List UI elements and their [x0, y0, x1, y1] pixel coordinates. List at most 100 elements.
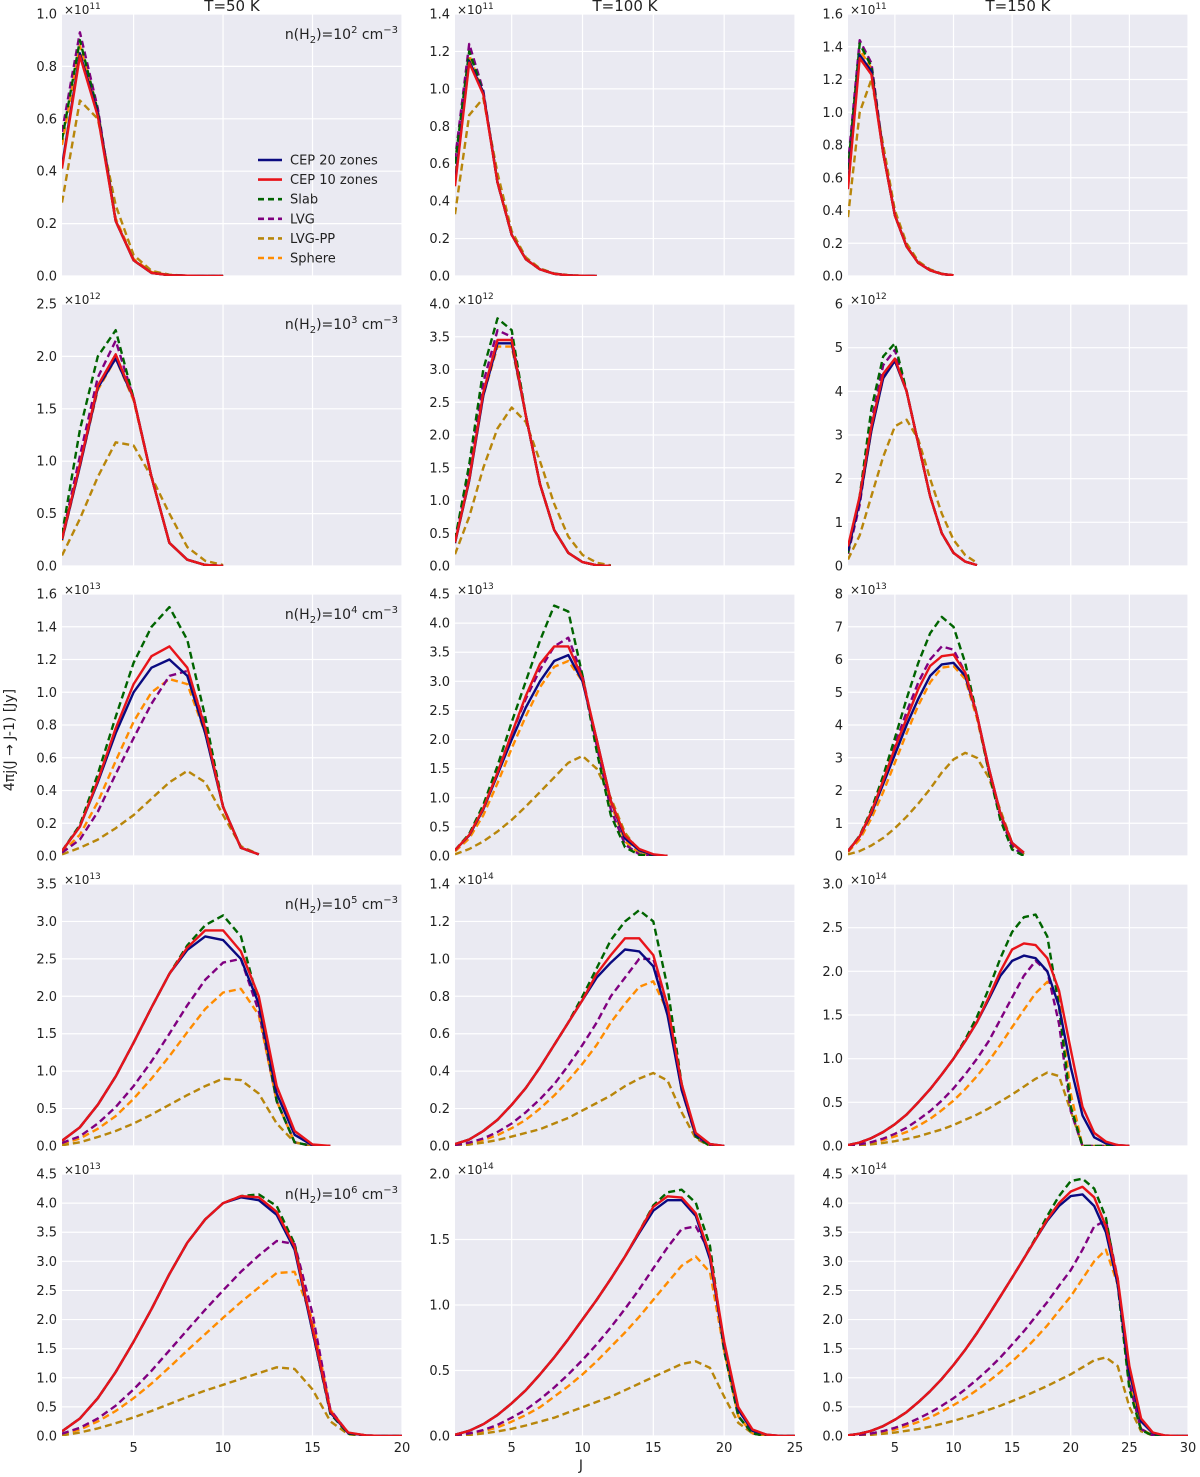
density-label: n(H2)=102 cm−3 [285, 25, 398, 46]
exponent-label: ×1012 [64, 292, 101, 307]
y-tick-label: 1 [835, 516, 843, 531]
exponent-label: ×1013 [850, 582, 887, 597]
y-tick-label: 1.4 [429, 878, 450, 893]
series-line-slab [62, 39, 224, 276]
y-tick-label: 0.5 [429, 820, 450, 835]
y-tick-label: 0.5 [822, 1096, 843, 1111]
series-group [455, 604, 668, 856]
y-tick-label: 3.5 [429, 646, 450, 661]
y-tick-label: 1.0 [429, 791, 450, 806]
series-group [455, 909, 725, 1146]
series-line-lvg-pp [455, 1071, 725, 1146]
x-tick-label: 15 [304, 1441, 321, 1456]
y-tick-label: 1.5 [36, 402, 57, 417]
y-tick-label: 3.0 [36, 1255, 57, 1270]
y-tick-label: 1.2 [429, 45, 450, 60]
y-tick-label: 1.0 [36, 455, 57, 470]
y-tick-label: 1.0 [822, 1371, 843, 1386]
exponent-label: ×1011 [850, 2, 887, 17]
y-tick-label: 5 [835, 686, 843, 701]
y-tick-label: 0.6 [429, 157, 450, 172]
y-tick-label: 0.2 [429, 1102, 450, 1117]
y-tick-label: 2.5 [36, 298, 57, 313]
y-tick-label: 1.0 [822, 1052, 843, 1067]
y-tick-label: 2.0 [429, 733, 450, 748]
panel-3-0: 0.0 0.5 1.0 1.5 2.0 2.5 3.0 3.5 ×1013 n(H2)=105 c… [36, 872, 403, 1155]
x-tick-label: 25 [1121, 1441, 1138, 1456]
y-tick-label: 0.2 [429, 232, 450, 247]
y-tick-label: 1.0 [429, 1299, 450, 1314]
panel-background [62, 1174, 402, 1436]
y-tick-label: 2.0 [429, 1168, 450, 1183]
y-tick-label: 3.0 [822, 878, 843, 893]
y-tick-label: 0.5 [36, 507, 57, 522]
series-line-cep-10-zones [455, 338, 611, 566]
y-tick-label: 2.5 [429, 704, 450, 719]
series-group [848, 913, 1130, 1146]
y-tick-label: 4 [835, 385, 843, 400]
series-line-sphere [455, 1255, 795, 1436]
y-tick-label: 4.0 [429, 298, 450, 313]
x-tick-label: 5 [891, 1441, 899, 1456]
y-tick-label: 4 [835, 719, 843, 734]
series-line-cep-10-zones [62, 54, 224, 276]
panel-2-1: 0.0 0.5 1.0 1.5 2.0 2.5 3.0 3.5 4.0 4.5 ×1013 [429, 582, 796, 865]
legend-label: Slab [290, 193, 318, 208]
y-tick-label: 0.0 [36, 1140, 57, 1155]
y-tick-label: 0.0 [429, 270, 450, 285]
series-group [848, 615, 1025, 856]
y-tick-label: 2.5 [36, 952, 57, 967]
y-tick-label: 2.0 [36, 1313, 57, 1328]
y-tick-label: 1.5 [822, 1342, 843, 1357]
series-line-cep-10-zones [62, 353, 224, 566]
y-tick-label: 0.6 [822, 171, 843, 186]
y-tick-label: 0.8 [429, 120, 450, 135]
series-group [455, 1188, 795, 1436]
panel-background [455, 594, 795, 856]
y-tick-label: 1.6 [822, 8, 843, 23]
y-tick-label: 0.6 [36, 751, 57, 766]
series-group [848, 39, 954, 276]
series-line-lvg-pp [455, 754, 668, 856]
panel-1-2: 0 1 2 3 4 5 6 ×1012 [835, 292, 1189, 575]
y-tick-label: 0.0 [429, 850, 450, 865]
y-tick-label: 1.0 [36, 686, 57, 701]
y-tick-label: 1.4 [822, 40, 843, 55]
series-group [62, 1193, 402, 1436]
series-line-lvg-pp [848, 1356, 1188, 1436]
y-tick-label: 1.2 [36, 653, 57, 668]
y-tick-label: 1.0 [429, 82, 450, 97]
y-tick-label: 3.0 [822, 1255, 843, 1270]
y-tick-label: 4.5 [429, 588, 450, 603]
series-line-cep-10-zones [848, 1185, 1188, 1436]
series-line-lvg-pp [455, 406, 612, 566]
x-tick-label: 20 [394, 1441, 411, 1456]
y-tick-label: 0.8 [36, 719, 57, 734]
series-line-lvg [848, 959, 1130, 1146]
y-tick-label: 1.2 [822, 73, 843, 88]
column-title: T=50 K [203, 0, 261, 15]
series-line-cep-10-zones [848, 653, 1025, 854]
series-line-sphere [848, 980, 1130, 1146]
y-tick-label: 0.5 [36, 1400, 57, 1415]
x-tick-label: 10 [945, 1441, 962, 1456]
x-tick-label: 20 [716, 1441, 733, 1456]
y-tick-label: 3 [835, 429, 843, 444]
series-line-lvg [455, 957, 725, 1146]
y-tick-label: 4.5 [36, 1168, 57, 1183]
series-line-cep-10-zones [848, 57, 954, 276]
y-tick-label: 0.4 [429, 1065, 450, 1080]
series-line-lvg-pp [62, 1077, 331, 1146]
series-line-cep-10-zones [455, 645, 668, 856]
y-tick-label: 1.5 [429, 461, 450, 476]
y-tick-label: 1 [835, 817, 843, 832]
y-tick-label: 1.5 [429, 762, 450, 777]
series-line-cep-10-zones [455, 61, 597, 276]
y-tick-label: 0.4 [36, 784, 57, 799]
panel-1-1: 0.0 0.5 1.0 1.5 2.0 2.5 3.0 3.5 4.0 ×1012 [429, 292, 796, 575]
panel-2-2: 0 1 2 3 4 5 6 7 8 ×1013 [835, 582, 1189, 865]
series-line-cep-10-zones [62, 645, 260, 856]
y-tick-label: 1.6 [36, 588, 57, 603]
y-tick-label: 2 [835, 784, 843, 799]
y-tick-label: 0.0 [36, 270, 57, 285]
